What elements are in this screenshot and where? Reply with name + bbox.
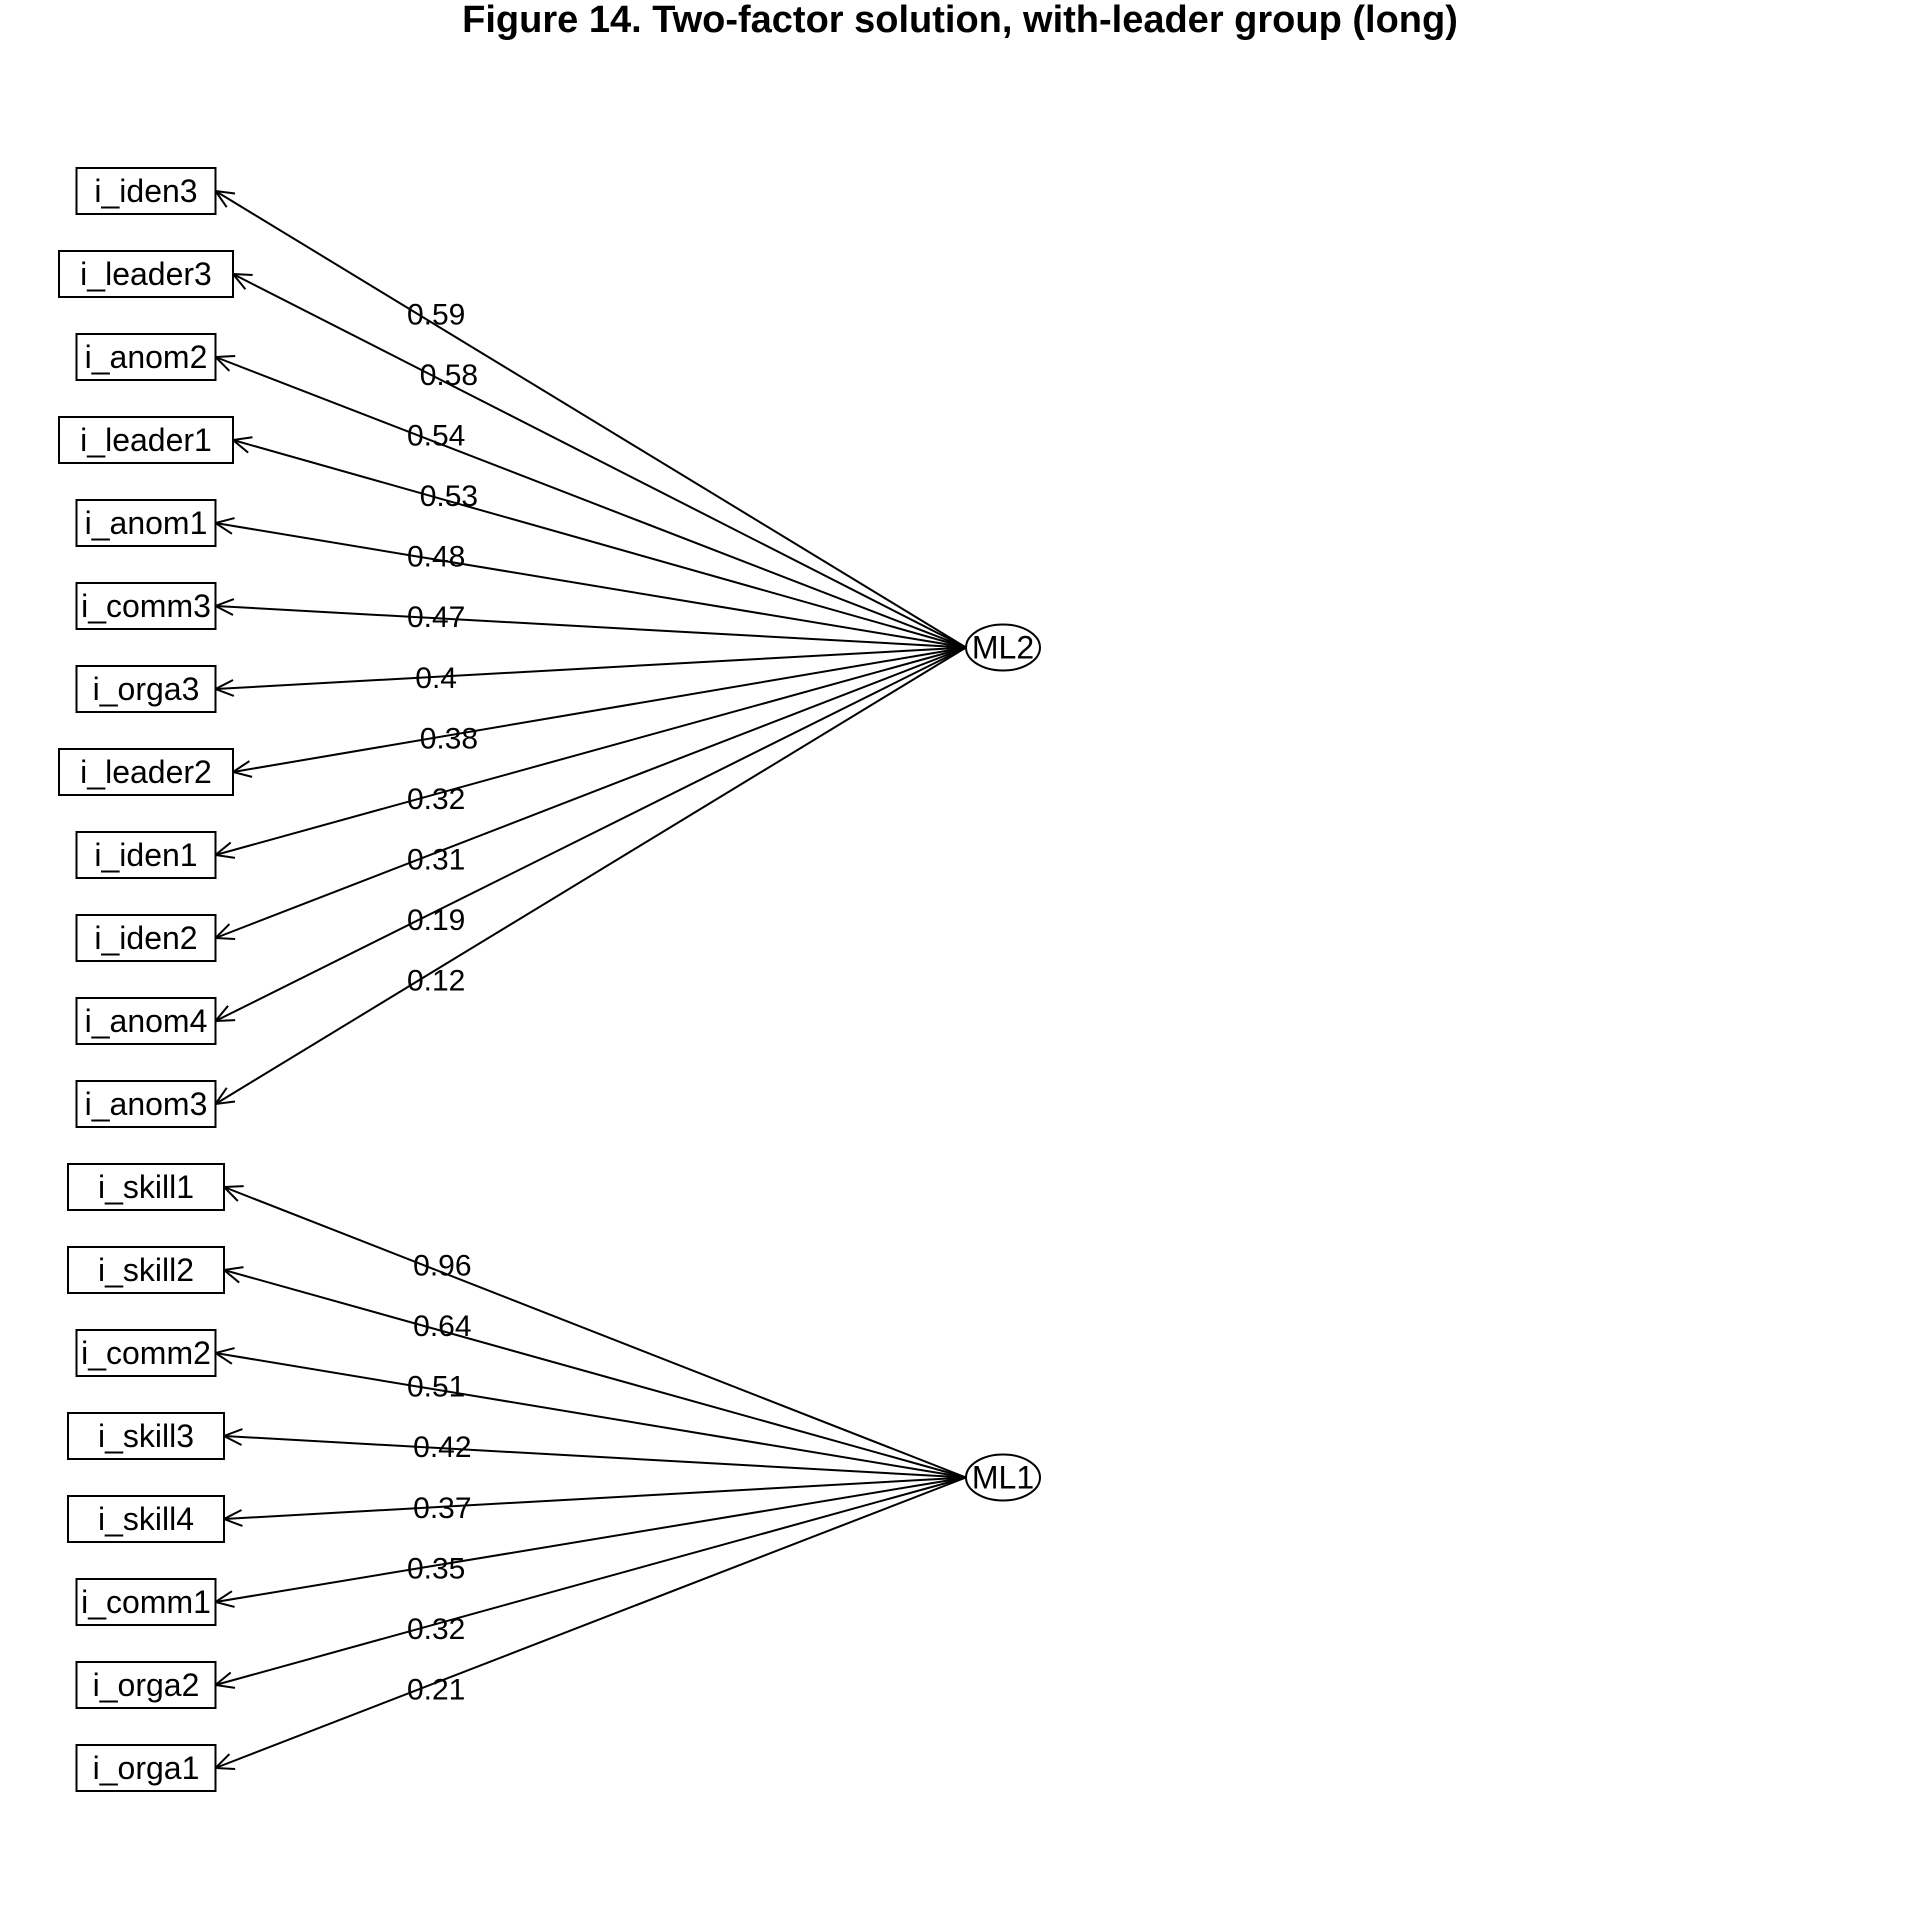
variable-label: i_leader3 bbox=[80, 256, 212, 292]
loading-value-label: 0.64 bbox=[413, 1310, 471, 1343]
loading-value-label: 0.42 bbox=[413, 1431, 471, 1464]
loading-value-label: 0.59 bbox=[407, 298, 465, 331]
loading-edge bbox=[215, 605, 967, 649]
factor-node bbox=[965, 1453, 1041, 1502]
variable-box bbox=[58, 748, 234, 796]
variable-label: i_iden3 bbox=[94, 173, 197, 209]
factor-nodes-layer: ML2 ML1 bbox=[965, 623, 1041, 1502]
variable-label: i_anom2 bbox=[85, 339, 208, 375]
loading-edge bbox=[215, 356, 967, 649]
variable-label: i_orga3 bbox=[93, 671, 200, 707]
edges-layer bbox=[213, 189, 967, 1770]
variable-label: i_anom4 bbox=[85, 1003, 208, 1039]
variable-label: i_orga2 bbox=[93, 1667, 200, 1703]
loading-value-label: 0.96 bbox=[413, 1249, 471, 1282]
loading-edge bbox=[215, 1476, 967, 1686]
variable-box bbox=[75, 1329, 217, 1377]
variable-label: i_skill1 bbox=[98, 1169, 194, 1205]
loading-edge bbox=[214, 646, 967, 1105]
loading-edge bbox=[215, 1476, 967, 1603]
loading-edge bbox=[215, 646, 967, 939]
loading-edge bbox=[223, 1476, 967, 1520]
variable-box bbox=[75, 499, 217, 547]
loading-value-label: 0.54 bbox=[407, 419, 465, 452]
variable-box bbox=[58, 250, 234, 298]
variable-label: i_anom1 bbox=[85, 505, 208, 541]
loading-value-label: 0.19 bbox=[407, 904, 465, 937]
loading-value-label: 0.32 bbox=[407, 783, 465, 816]
loading-edge bbox=[223, 1435, 967, 1479]
loading-edge bbox=[232, 273, 967, 649]
factor-label: ML1 bbox=[972, 1460, 1034, 1496]
loading-value-label: 0.35 bbox=[407, 1552, 465, 1585]
figure-title: Figure 14. Two-factor solution, with-lea… bbox=[462, 0, 1458, 41]
loading-edge bbox=[215, 646, 967, 690]
loading-edge bbox=[223, 1186, 967, 1479]
variable-box bbox=[75, 582, 217, 630]
loading-edge bbox=[215, 522, 967, 649]
loading-value-label: 0.31 bbox=[407, 844, 465, 877]
loading-edge bbox=[214, 190, 967, 649]
loading-value-label: 0.37 bbox=[413, 1492, 471, 1525]
loading-value-label: 0.53 bbox=[420, 480, 478, 513]
variable-box bbox=[75, 665, 217, 713]
loading-value-label: 0.47 bbox=[407, 601, 465, 634]
loading-edge bbox=[215, 1352, 967, 1479]
variable-label: i_anom3 bbox=[85, 1086, 208, 1122]
loading-edge bbox=[232, 439, 967, 649]
variable-box bbox=[75, 1578, 217, 1626]
variable-box bbox=[75, 831, 217, 879]
loading-labels-layer: 0.59 0.58 0.54 0.53 0.48 0.47 0.4 0.38 0.32 0.31 0… bbox=[407, 298, 478, 1706]
variable-box bbox=[75, 914, 217, 962]
loading-value-label: 0.38 bbox=[420, 722, 478, 755]
loading-value-label: 0.51 bbox=[407, 1371, 465, 1404]
loading-edge bbox=[215, 646, 967, 1022]
variable-box bbox=[67, 1412, 225, 1460]
variable-box bbox=[67, 1246, 225, 1294]
variable-label: i_leader1 bbox=[80, 422, 212, 458]
variable-box bbox=[67, 1495, 225, 1543]
variable-label: i_leader2 bbox=[80, 754, 212, 790]
loading-edge bbox=[215, 1476, 967, 1769]
variable-label: i_iden1 bbox=[94, 837, 197, 873]
variable-box bbox=[75, 167, 217, 215]
variable-label: i_skill2 bbox=[98, 1252, 194, 1288]
variable-box bbox=[75, 997, 217, 1045]
factor-label: ML2 bbox=[972, 630, 1034, 666]
loading-value-label: 0.12 bbox=[407, 965, 465, 998]
variable-box bbox=[67, 1163, 225, 1211]
loading-value-label: 0.32 bbox=[407, 1613, 465, 1646]
variable-label: i_comm3 bbox=[81, 588, 211, 624]
variable-box bbox=[75, 1080, 217, 1128]
loading-value-label: 0.21 bbox=[407, 1674, 465, 1707]
loading-edge bbox=[223, 1269, 967, 1479]
variable-label: i_comm2 bbox=[81, 1335, 211, 1371]
variable-label: i_skill3 bbox=[98, 1418, 194, 1454]
loading-value-label: 0.48 bbox=[407, 541, 465, 574]
loading-value-label: 0.58 bbox=[420, 359, 478, 392]
variable-box bbox=[75, 1661, 217, 1709]
loading-edge bbox=[215, 646, 967, 856]
variable-box bbox=[75, 1744, 217, 1792]
loading-edge bbox=[232, 646, 967, 773]
variable-label: i_orga1 bbox=[93, 1750, 200, 1786]
variable-box bbox=[75, 333, 217, 381]
variable-box bbox=[58, 416, 234, 464]
variable-label: i_skill4 bbox=[98, 1501, 194, 1537]
variable-boxes-layer: i_iden3 i_leader3 i_anom2 i_leader1 i_anom1i… bbox=[58, 167, 234, 1792]
factor-node bbox=[965, 623, 1041, 672]
variable-label: i_iden2 bbox=[94, 920, 197, 956]
variable-label: i_comm1 bbox=[81, 1584, 211, 1620]
loading-value-label: 0.4 bbox=[415, 662, 457, 695]
